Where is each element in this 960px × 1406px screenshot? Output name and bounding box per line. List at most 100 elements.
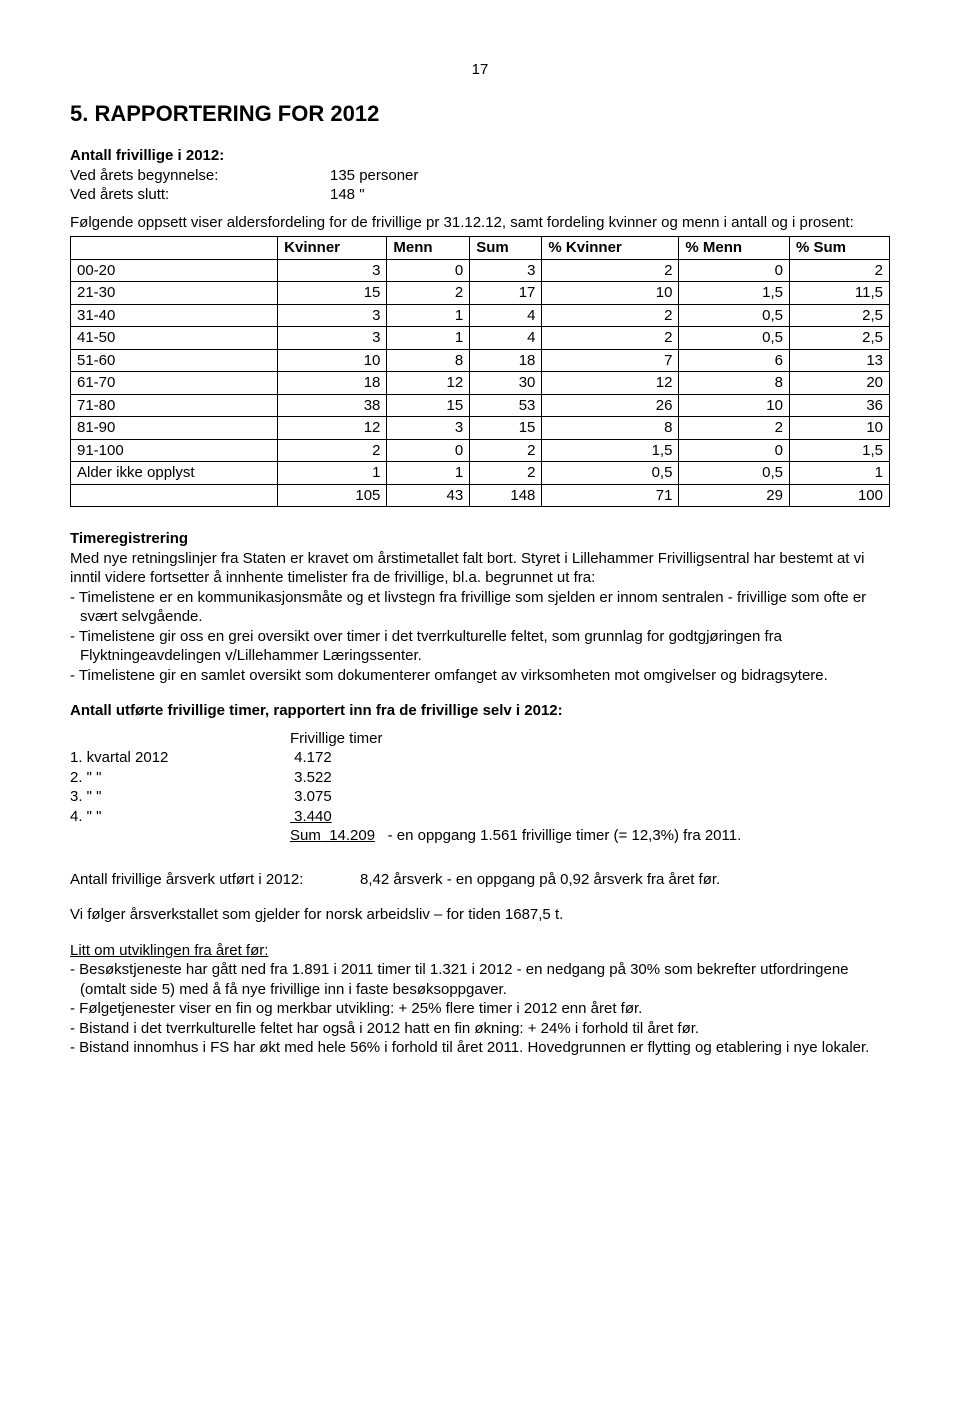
table-cell: 3	[278, 304, 387, 327]
table-cell: 1	[387, 304, 470, 327]
table-cell: 12	[542, 372, 679, 395]
table-cell: 8	[387, 349, 470, 372]
intro-value: 148 "	[330, 185, 365, 205]
table-cell: 10	[789, 417, 889, 440]
yearwork-line2: Vi følger årsverkstallet som gjelder for…	[70, 905, 890, 925]
col-header: Sum	[470, 237, 542, 260]
table-cell: 71-80	[71, 394, 278, 417]
hours-row-label: 1. kvartal 2012	[70, 748, 290, 768]
col-header: % Kvinner	[542, 237, 679, 260]
intro-block: Antall frivillige i 2012: Ved årets begy…	[70, 146, 890, 205]
table-cell: 1	[387, 327, 470, 350]
hours-row-label: 3. " "	[70, 787, 290, 807]
hours-sum: Sum 14.209 - en oppgang 1.561 frivillige…	[290, 826, 741, 846]
page-title: 5. RAPPORTERING FOR 2012	[70, 100, 890, 129]
preamble-text: Følgende oppsett viser aldersfordeling f…	[70, 213, 890, 233]
table-cell: 12	[387, 372, 470, 395]
table-cell: 2,5	[789, 327, 889, 350]
timereg-para: Med nye retningslinjer fra Staten er kra…	[70, 550, 864, 587]
table-cell: 0	[679, 259, 790, 282]
hours-heading: Antall utførte frivillige timer, rapport…	[70, 701, 890, 721]
table-cell: 1,5	[679, 282, 790, 305]
table-cell: 0,5	[679, 327, 790, 350]
table-cell: 2	[542, 327, 679, 350]
table-cell: 0	[387, 259, 470, 282]
table-cell: 3	[387, 417, 470, 440]
table-cell: 1,5	[789, 439, 889, 462]
col-header: % Sum	[789, 237, 889, 260]
bullet-item: - Besøkstjeneste har gått ned fra 1.891 …	[70, 960, 890, 999]
table-cell: 21-30	[71, 282, 278, 305]
table-cell: Alder ikke opplyst	[71, 462, 278, 485]
intro-label: Ved årets slutt:	[70, 185, 330, 205]
bullet-item: - Timelistene gir en samlet oversikt som…	[70, 666, 890, 686]
trend-section: Litt om utviklingen fra året før: - Besø…	[70, 941, 890, 1058]
intro-label: Ved årets begynnelse:	[70, 166, 330, 186]
table-cell: 0,5	[679, 462, 790, 485]
timereg-section: Timeregistrering Med nye retningslinjer …	[70, 529, 890, 685]
table-cell: 2,5	[789, 304, 889, 327]
table-cell: 15	[470, 417, 542, 440]
table-cell: 51-60	[71, 349, 278, 372]
table-cell: 41-50	[71, 327, 278, 350]
table-cell: 2	[387, 282, 470, 305]
table-cell: 91-100	[71, 439, 278, 462]
table-cell: 6	[679, 349, 790, 372]
table-cell: 12	[278, 417, 387, 440]
table-cell: 2	[470, 462, 542, 485]
table-cell: 53	[470, 394, 542, 417]
table-cell: 8	[542, 417, 679, 440]
timereg-heading: Timeregistrering	[70, 529, 890, 549]
table-cell: 43	[387, 484, 470, 507]
hours-table: Frivillige timer 1. kvartal 2012 4.1722.…	[70, 729, 890, 846]
col-header	[71, 237, 278, 260]
table-cell: 4	[470, 327, 542, 350]
table-cell: 61-70	[71, 372, 278, 395]
table-cell: 3	[470, 259, 542, 282]
table-cell: 11,5	[789, 282, 889, 305]
bullet-item: - Timelistene gir oss en grei oversikt o…	[70, 627, 890, 666]
table-cell: 71	[542, 484, 679, 507]
bullet-item: - Bistand innomhus i FS har økt med hele…	[70, 1038, 890, 1058]
table-cell: 2	[542, 259, 679, 282]
table-cell: 1	[278, 462, 387, 485]
hours-row-label: 4. " "	[70, 807, 290, 827]
table-cell: 8	[679, 372, 790, 395]
table-cell: 4	[470, 304, 542, 327]
intro-heading: Antall frivillige i 2012:	[70, 146, 890, 166]
table-cell: 3	[278, 259, 387, 282]
col-header: % Menn	[679, 237, 790, 260]
table-cell: 15	[387, 394, 470, 417]
table-cell: 7	[542, 349, 679, 372]
table-cell	[71, 484, 278, 507]
table-cell: 2	[278, 439, 387, 462]
yearwork-line: Antall frivillige årsverk utført i 2012:…	[70, 870, 890, 890]
table-cell: 29	[679, 484, 790, 507]
bullet-item: - Timelistene er en kommunikasjonsmåte o…	[70, 588, 890, 627]
table-cell: 0	[387, 439, 470, 462]
table-cell: 00-20	[71, 259, 278, 282]
table-cell: 2	[789, 259, 889, 282]
table-cell: 18	[278, 372, 387, 395]
table-cell: 10	[542, 282, 679, 305]
table-cell: 1,5	[542, 439, 679, 462]
hours-row-value: 3.440	[290, 807, 332, 827]
table-cell: 30	[470, 372, 542, 395]
intro-value: 135 personer	[330, 166, 418, 186]
hours-row-label: 2. " "	[70, 768, 290, 788]
table-cell: 0	[679, 439, 790, 462]
table-cell: 20	[789, 372, 889, 395]
table-cell: 2	[470, 439, 542, 462]
table-cell: 31-40	[71, 304, 278, 327]
table-cell: 0,5	[542, 462, 679, 485]
table-cell: 148	[470, 484, 542, 507]
table-cell: 26	[542, 394, 679, 417]
hours-row-value: 4.172	[290, 748, 332, 768]
table-cell: 15	[278, 282, 387, 305]
table-cell: 17	[470, 282, 542, 305]
table-cell: 10	[278, 349, 387, 372]
table-cell: 36	[789, 394, 889, 417]
page-number: 17	[70, 60, 890, 80]
table-cell: 3	[278, 327, 387, 350]
col-header: Kvinner	[278, 237, 387, 260]
